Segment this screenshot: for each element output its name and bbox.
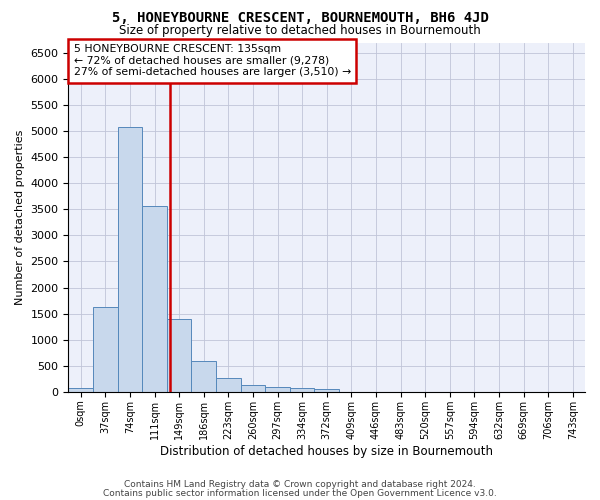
Bar [314, 389, 339, 392]
Bar [118, 127, 142, 392]
Text: Contains public sector information licensed under the Open Government Licence v3: Contains public sector information licen… [103, 488, 497, 498]
Text: 5, HONEYBOURNE CRESCENT, BOURNEMOUTH, BH6 4JD: 5, HONEYBOURNE CRESCENT, BOURNEMOUTH, BH… [112, 11, 488, 25]
Bar [265, 387, 290, 392]
X-axis label: Distribution of detached houses by size in Bournemouth: Distribution of detached houses by size … [160, 444, 493, 458]
Text: 5 HONEYBOURNE CRESCENT: 135sqm
← 72% of detached houses are smaller (9,278)
27% : 5 HONEYBOURNE CRESCENT: 135sqm ← 72% of … [74, 44, 351, 78]
Bar [241, 385, 265, 392]
Bar [68, 388, 93, 392]
Bar [142, 206, 167, 392]
Text: Contains HM Land Registry data © Crown copyright and database right 2024.: Contains HM Land Registry data © Crown c… [124, 480, 476, 489]
Y-axis label: Number of detached properties: Number of detached properties [15, 130, 25, 305]
Bar [290, 388, 314, 392]
Bar [93, 307, 118, 392]
Text: Size of property relative to detached houses in Bournemouth: Size of property relative to detached ho… [119, 24, 481, 37]
Bar [216, 378, 241, 392]
Bar [191, 361, 216, 392]
Bar [167, 320, 191, 392]
